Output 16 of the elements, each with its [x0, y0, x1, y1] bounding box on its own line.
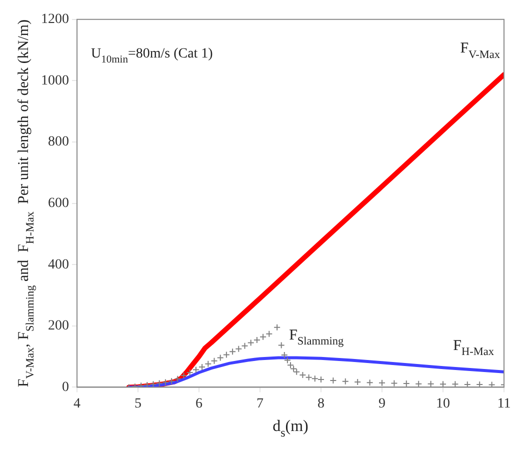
- y-axis-title: FV-Max, FSlamming and FH-Max Per unit length of deck (kN/m): [16, 19, 36, 388]
- x-tick-label: 4: [74, 396, 80, 412]
- x-tick-label: 10: [436, 396, 450, 412]
- y-tick-label: 400: [48, 257, 69, 272]
- y-tick-label: 1000: [41, 73, 69, 88]
- y-tick-label: 600: [48, 196, 69, 211]
- y-tick-label: 0: [62, 380, 69, 395]
- y-tick-label: 1200: [41, 12, 69, 28]
- y-tick-label: 800: [48, 134, 69, 150]
- x-tick-label: 5: [134, 396, 142, 412]
- x-tick-label: 8: [318, 396, 324, 412]
- x-tick-label: 6: [196, 396, 202, 412]
- x-tick-label: 7: [256, 396, 264, 412]
- y-tick-label: 200: [48, 318, 69, 334]
- x-tick-label: 11: [497, 396, 511, 412]
- x-tick-label: 9: [378, 396, 386, 412]
